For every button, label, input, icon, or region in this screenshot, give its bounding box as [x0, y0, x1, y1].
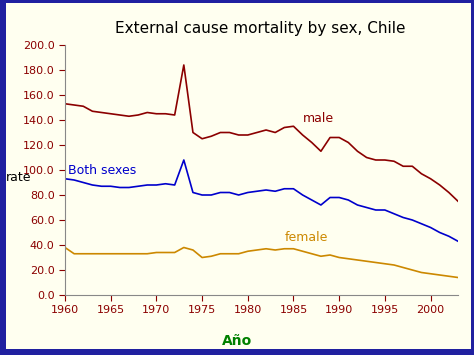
- Text: Both sexes: Both sexes: [68, 164, 136, 177]
- Text: male: male: [302, 113, 334, 126]
- Text: Año: Año: [222, 334, 252, 348]
- Text: female: female: [284, 231, 328, 244]
- Text: External cause mortality by sex, Chile: External cause mortality by sex, Chile: [116, 21, 406, 36]
- Text: rate: rate: [6, 171, 32, 184]
